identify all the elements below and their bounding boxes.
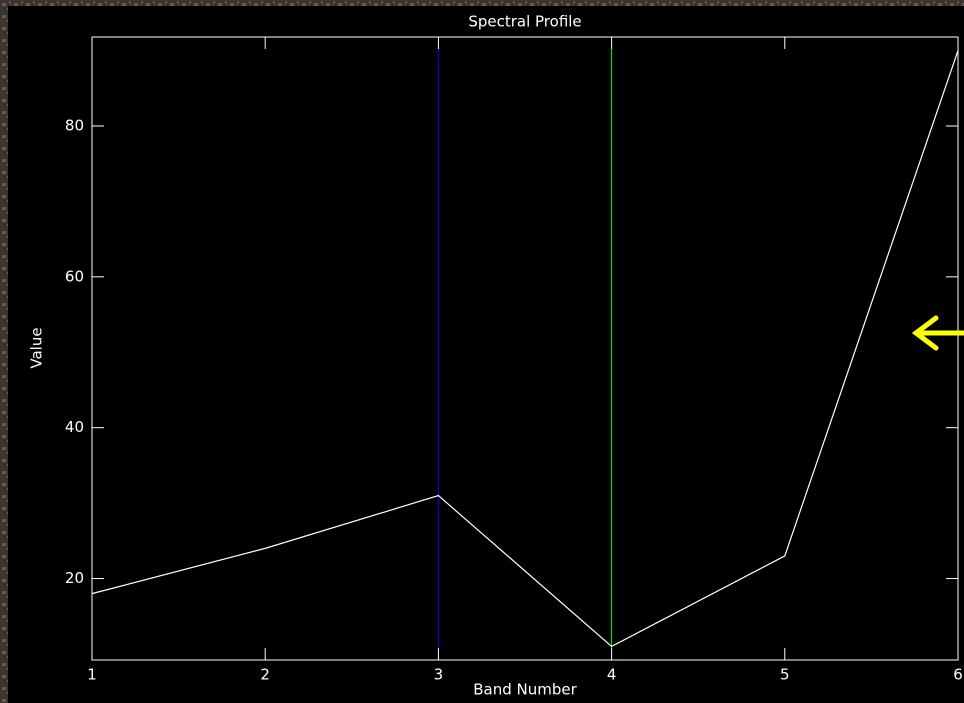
y-tick-label: 80 [65, 117, 84, 135]
y-tick-label: 20 [65, 569, 84, 587]
page: Spectral Profile Band Number Value 1 2 3 4 5… [0, 0, 964, 703]
y-tick-label: 60 [65, 267, 84, 285]
x-axis-label: Band Number [473, 681, 577, 699]
x-tick-label: 1 [87, 666, 97, 684]
x-tick-label: 2 [260, 666, 270, 684]
chart-title: Spectral Profile [468, 13, 581, 31]
x-tick-label: 4 [607, 666, 617, 684]
y-tick-label: 40 [65, 418, 84, 436]
y-axis-label: Value [28, 327, 46, 368]
chart: Spectral Profile Band Number Value 1 2 3 4 5… [0, 0, 964, 703]
x-tick-label: 6 [953, 666, 963, 684]
x-tick-label: 5 [780, 666, 790, 684]
x-tick-label: 3 [434, 666, 444, 684]
plot-window [8, 6, 964, 703]
